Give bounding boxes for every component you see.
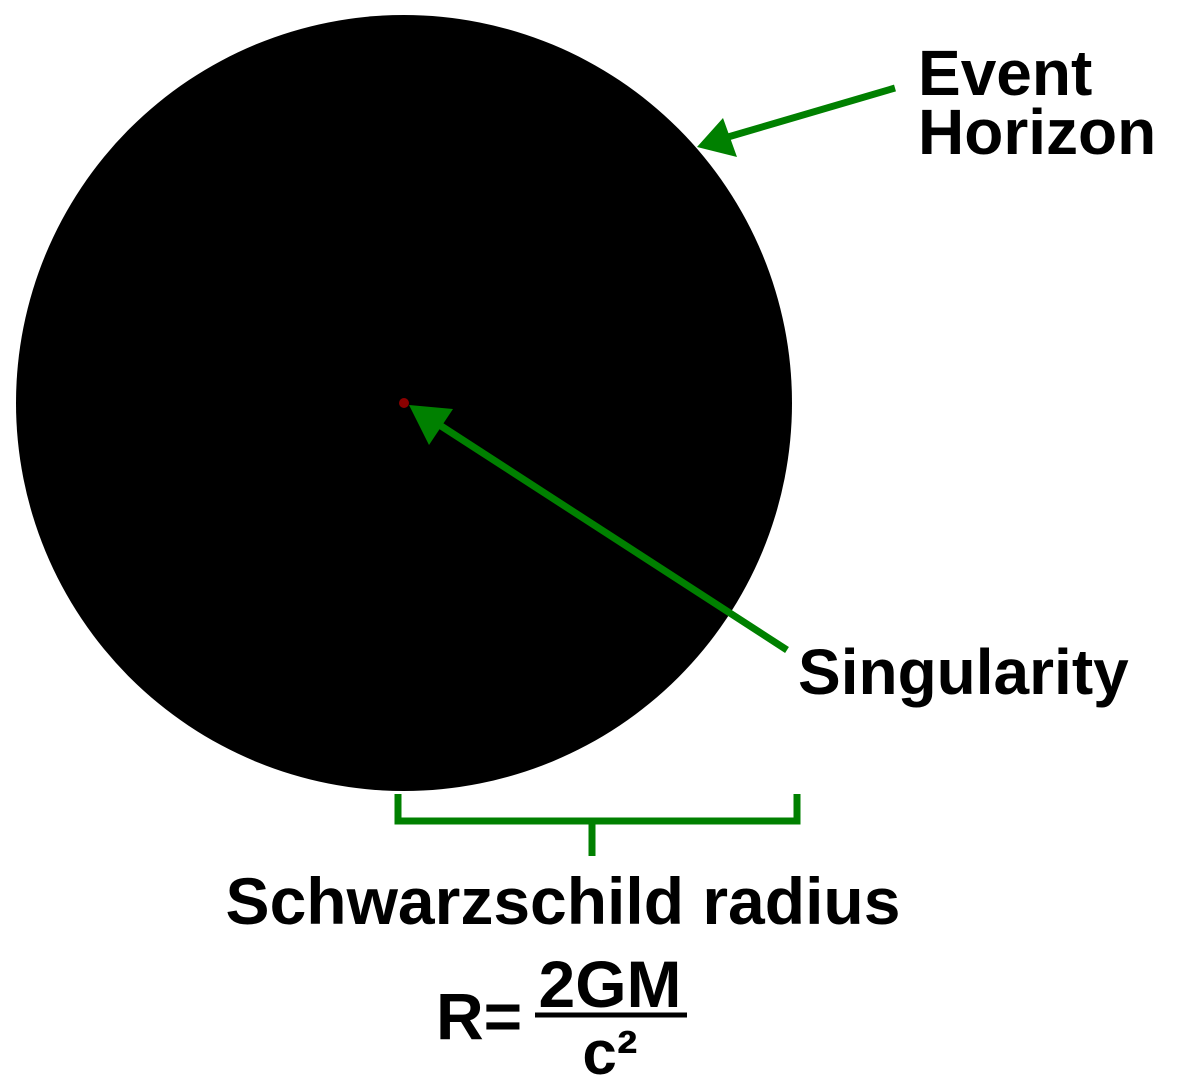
formula-lhs: R= [436, 979, 522, 1053]
event-horizon-label-line2: Horizon [918, 96, 1156, 168]
singularity-arrow [409, 405, 789, 653]
singularity-point [399, 398, 409, 408]
formula-denominator: c² [582, 1019, 637, 1081]
event-horizon-label-line1: Event [918, 37, 1092, 109]
formula-numerator: 2GM [538, 947, 681, 1021]
schwarzschild-radius-label: Schwarzschild radius [226, 864, 901, 938]
event-horizon-arrow [697, 84, 896, 157]
schwarzschild-formula: R= 2GM c² [436, 947, 687, 1081]
singularity-label: Singularity [798, 636, 1129, 708]
radius-bracket [394, 794, 801, 856]
